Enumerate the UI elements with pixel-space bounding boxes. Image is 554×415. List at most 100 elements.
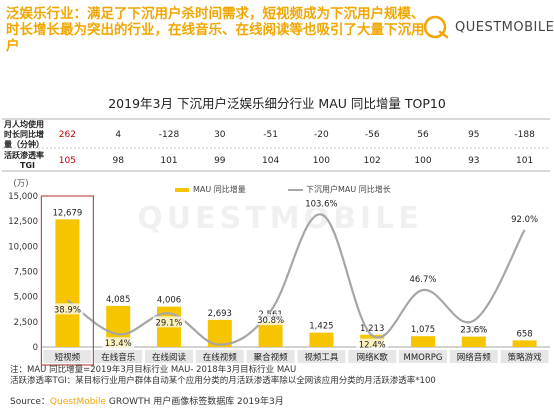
table-cell-usage: 4: [115, 130, 121, 140]
x-category-label: 网络音频: [457, 352, 492, 363]
table-cell-tgi: 104: [262, 156, 279, 166]
bar: [512, 340, 537, 347]
table-cell-usage: 56: [417, 130, 429, 140]
table-cell-tgi: 100: [414, 156, 431, 166]
table-cell-tgi: 99: [214, 156, 226, 166]
table-row-label-usage: 月人均使用: [3, 119, 44, 129]
y-tick-label: 5,000: [14, 293, 38, 303]
category-label-bg: [500, 350, 549, 363]
table-cell-tgi: 101: [160, 156, 177, 166]
line-label-bg: [102, 337, 135, 349]
watermark-text: QUESTMOBILE: [137, 201, 422, 236]
line-label-bg: [302, 197, 341, 209]
table-cell-tgi: 98: [112, 156, 124, 166]
table-row-label-tgi: TGI: [20, 161, 35, 170]
table-cell-tgi: 93: [468, 156, 479, 166]
y-axis-unit: (万): [13, 179, 28, 189]
table-cell-tgi: 101: [516, 156, 533, 166]
category-label-bg: [297, 350, 346, 363]
legend-label-bar: MAU 同比增量: [193, 184, 246, 194]
line-value-label: 103.6%: [305, 199, 337, 209]
headline: 泛娱乐行业：满足了下沉用户杀时间需求，短视频成为下沉用户规模、时长增长最为突出的…: [6, 6, 425, 54]
x-category-label: 短视频: [55, 352, 81, 363]
footnotes: 注：MAU 同比增量=2019年3月目标行业 MAU- 2018年3月目标行业 …: [10, 365, 436, 387]
line-label-bg: [356, 338, 389, 350]
x-category-label: MMORPG: [404, 353, 443, 363]
category-label-bg: [195, 350, 244, 363]
line-value-label: 29.1%: [155, 318, 182, 328]
bar-value-label: 1,213: [360, 324, 384, 334]
bar: [55, 219, 80, 347]
category-label-bg: [94, 350, 143, 363]
x-category-label: 聚合视频: [254, 352, 289, 363]
category-label-bg: [449, 350, 498, 363]
logo-text: QUESTMOBILE: [455, 19, 554, 35]
table-row-label-usage: 量（分钟）: [4, 139, 44, 149]
table-row-label-tgi: 活跃渗透率: [4, 150, 44, 160]
line-value-label: 38.9%: [54, 305, 81, 315]
questmobile-logo-icon: [423, 15, 449, 39]
line-value-label: 30.8%: [257, 316, 284, 326]
category-label-bg: [145, 350, 193, 363]
table-cell-usage: -188: [514, 130, 535, 140]
bar-value-label: 1,425: [309, 322, 333, 332]
table-cell-usage: -56: [365, 130, 380, 140]
table-cell-usage: 30: [214, 130, 226, 140]
legend-label-line: 下沉用户MAU 同比增长: [306, 184, 391, 194]
line-value-label: 46.7%: [409, 275, 436, 285]
bar: [411, 336, 435, 347]
y-tick-label: 12,500: [8, 217, 38, 227]
footnote-tgi: 活跃渗透率TGI：某目标行业用户群体自动某个应用分类的月活跃渗透率除以全网该应用…: [10, 376, 436, 386]
table-cell-usage: 262: [59, 130, 76, 140]
category-label-bg: [43, 350, 92, 363]
y-tick-label: 10,000: [8, 242, 38, 252]
bar: [258, 321, 283, 347]
x-category-label: 策略游戏: [508, 352, 543, 363]
bar-value-label: 4,085: [106, 295, 130, 305]
table-cell-tgi: 105: [59, 156, 76, 166]
legend-swatch-bar: [175, 188, 189, 192]
y-tick-label: 0: [33, 343, 38, 353]
source-rest: GROWTH 用户画像标签数据库 2019年3月: [106, 397, 284, 407]
x-category-label: 网络K歌: [357, 352, 389, 363]
x-category-label: 视频工具: [304, 352, 339, 363]
y-tick-label: 15,000: [8, 192, 38, 202]
category-label-bg: [246, 350, 295, 363]
questmobile-logo: QUESTMOBILE: [423, 15, 554, 39]
line-value-label: 13.4%: [105, 339, 132, 349]
line-value-label: 23.6%: [460, 326, 487, 336]
table-cell-usage: -51: [263, 130, 278, 140]
source-brand: QuestMobile: [49, 397, 106, 407]
table-row-label-usage: 时长同比增: [4, 129, 44, 139]
table-cell-usage: 95: [468, 130, 479, 140]
line-label-bg: [153, 316, 185, 328]
bar-value-label: 658: [516, 329, 532, 339]
bar-value-label: 1,075: [411, 325, 435, 335]
category-label-bg: [399, 350, 447, 363]
category-label-bg: [348, 350, 397, 363]
line-label-bg: [508, 212, 541, 224]
growth-line: [66, 213, 526, 346]
source-line: Source：QuestMobile GROWTH 用户画像标签数据库 2019…: [10, 394, 284, 407]
footnote-mau: 注：MAU 同比增量=2019年3月目标行业 MAU- 2018年3月目标行业 …: [10, 365, 297, 375]
line-label-bg: [51, 303, 84, 315]
x-category-label: 在线音乐: [101, 352, 136, 363]
highlight-box-short-video: [40, 195, 95, 366]
table-cell-tgi: 100: [313, 156, 330, 166]
y-tick-label: 2,500: [14, 318, 38, 328]
bar-value-label: 2,693: [208, 309, 232, 319]
chart-title: 2019年3月 下沉用户泛娱乐细分行业 MAU 同比增量 TOP10: [108, 96, 446, 111]
x-category-label: 在线阅读: [152, 352, 187, 363]
table-cell-tgi: 102: [364, 156, 381, 166]
y-tick-label: 7,500: [14, 268, 38, 278]
bar-value-label: 4,006: [157, 296, 181, 306]
line-value-label: 92.0%: [511, 215, 538, 225]
table-cell-usage: -128: [159, 130, 180, 140]
line-label-bg: [407, 273, 439, 285]
x-category-label: 在线视频: [203, 352, 238, 363]
bar-value-label: 12,679: [53, 208, 83, 218]
bar: [461, 336, 486, 347]
table-cell-usage: -20: [314, 130, 329, 140]
source-prefix: Source：: [10, 397, 50, 407]
